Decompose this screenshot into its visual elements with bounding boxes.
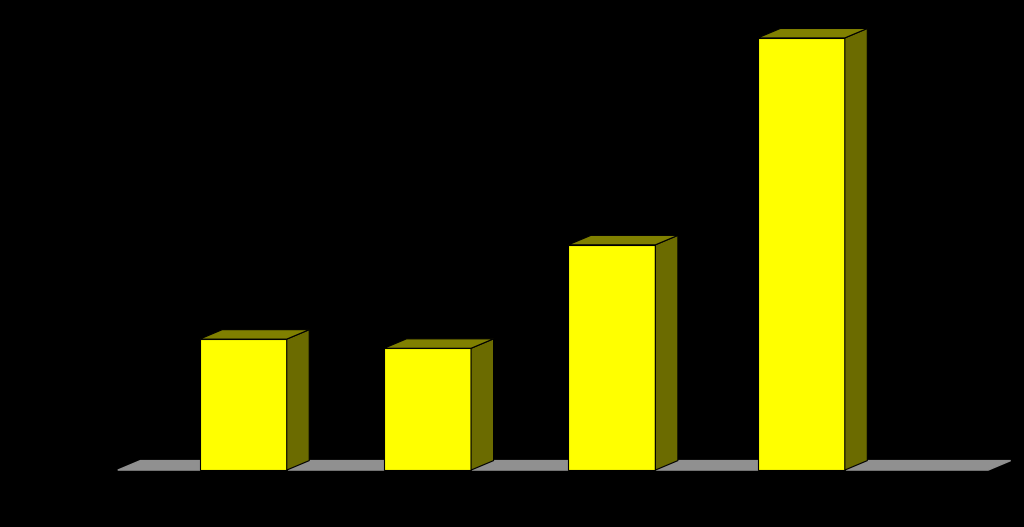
Polygon shape	[287, 330, 309, 470]
Polygon shape	[568, 236, 678, 245]
Polygon shape	[655, 236, 678, 470]
Polygon shape	[568, 245, 655, 470]
Polygon shape	[384, 348, 471, 470]
Polygon shape	[200, 330, 309, 339]
Polygon shape	[845, 28, 867, 470]
Polygon shape	[758, 38, 845, 470]
Polygon shape	[758, 28, 867, 38]
Polygon shape	[471, 339, 494, 470]
Polygon shape	[118, 461, 1011, 470]
Polygon shape	[200, 339, 287, 470]
Polygon shape	[384, 339, 494, 348]
